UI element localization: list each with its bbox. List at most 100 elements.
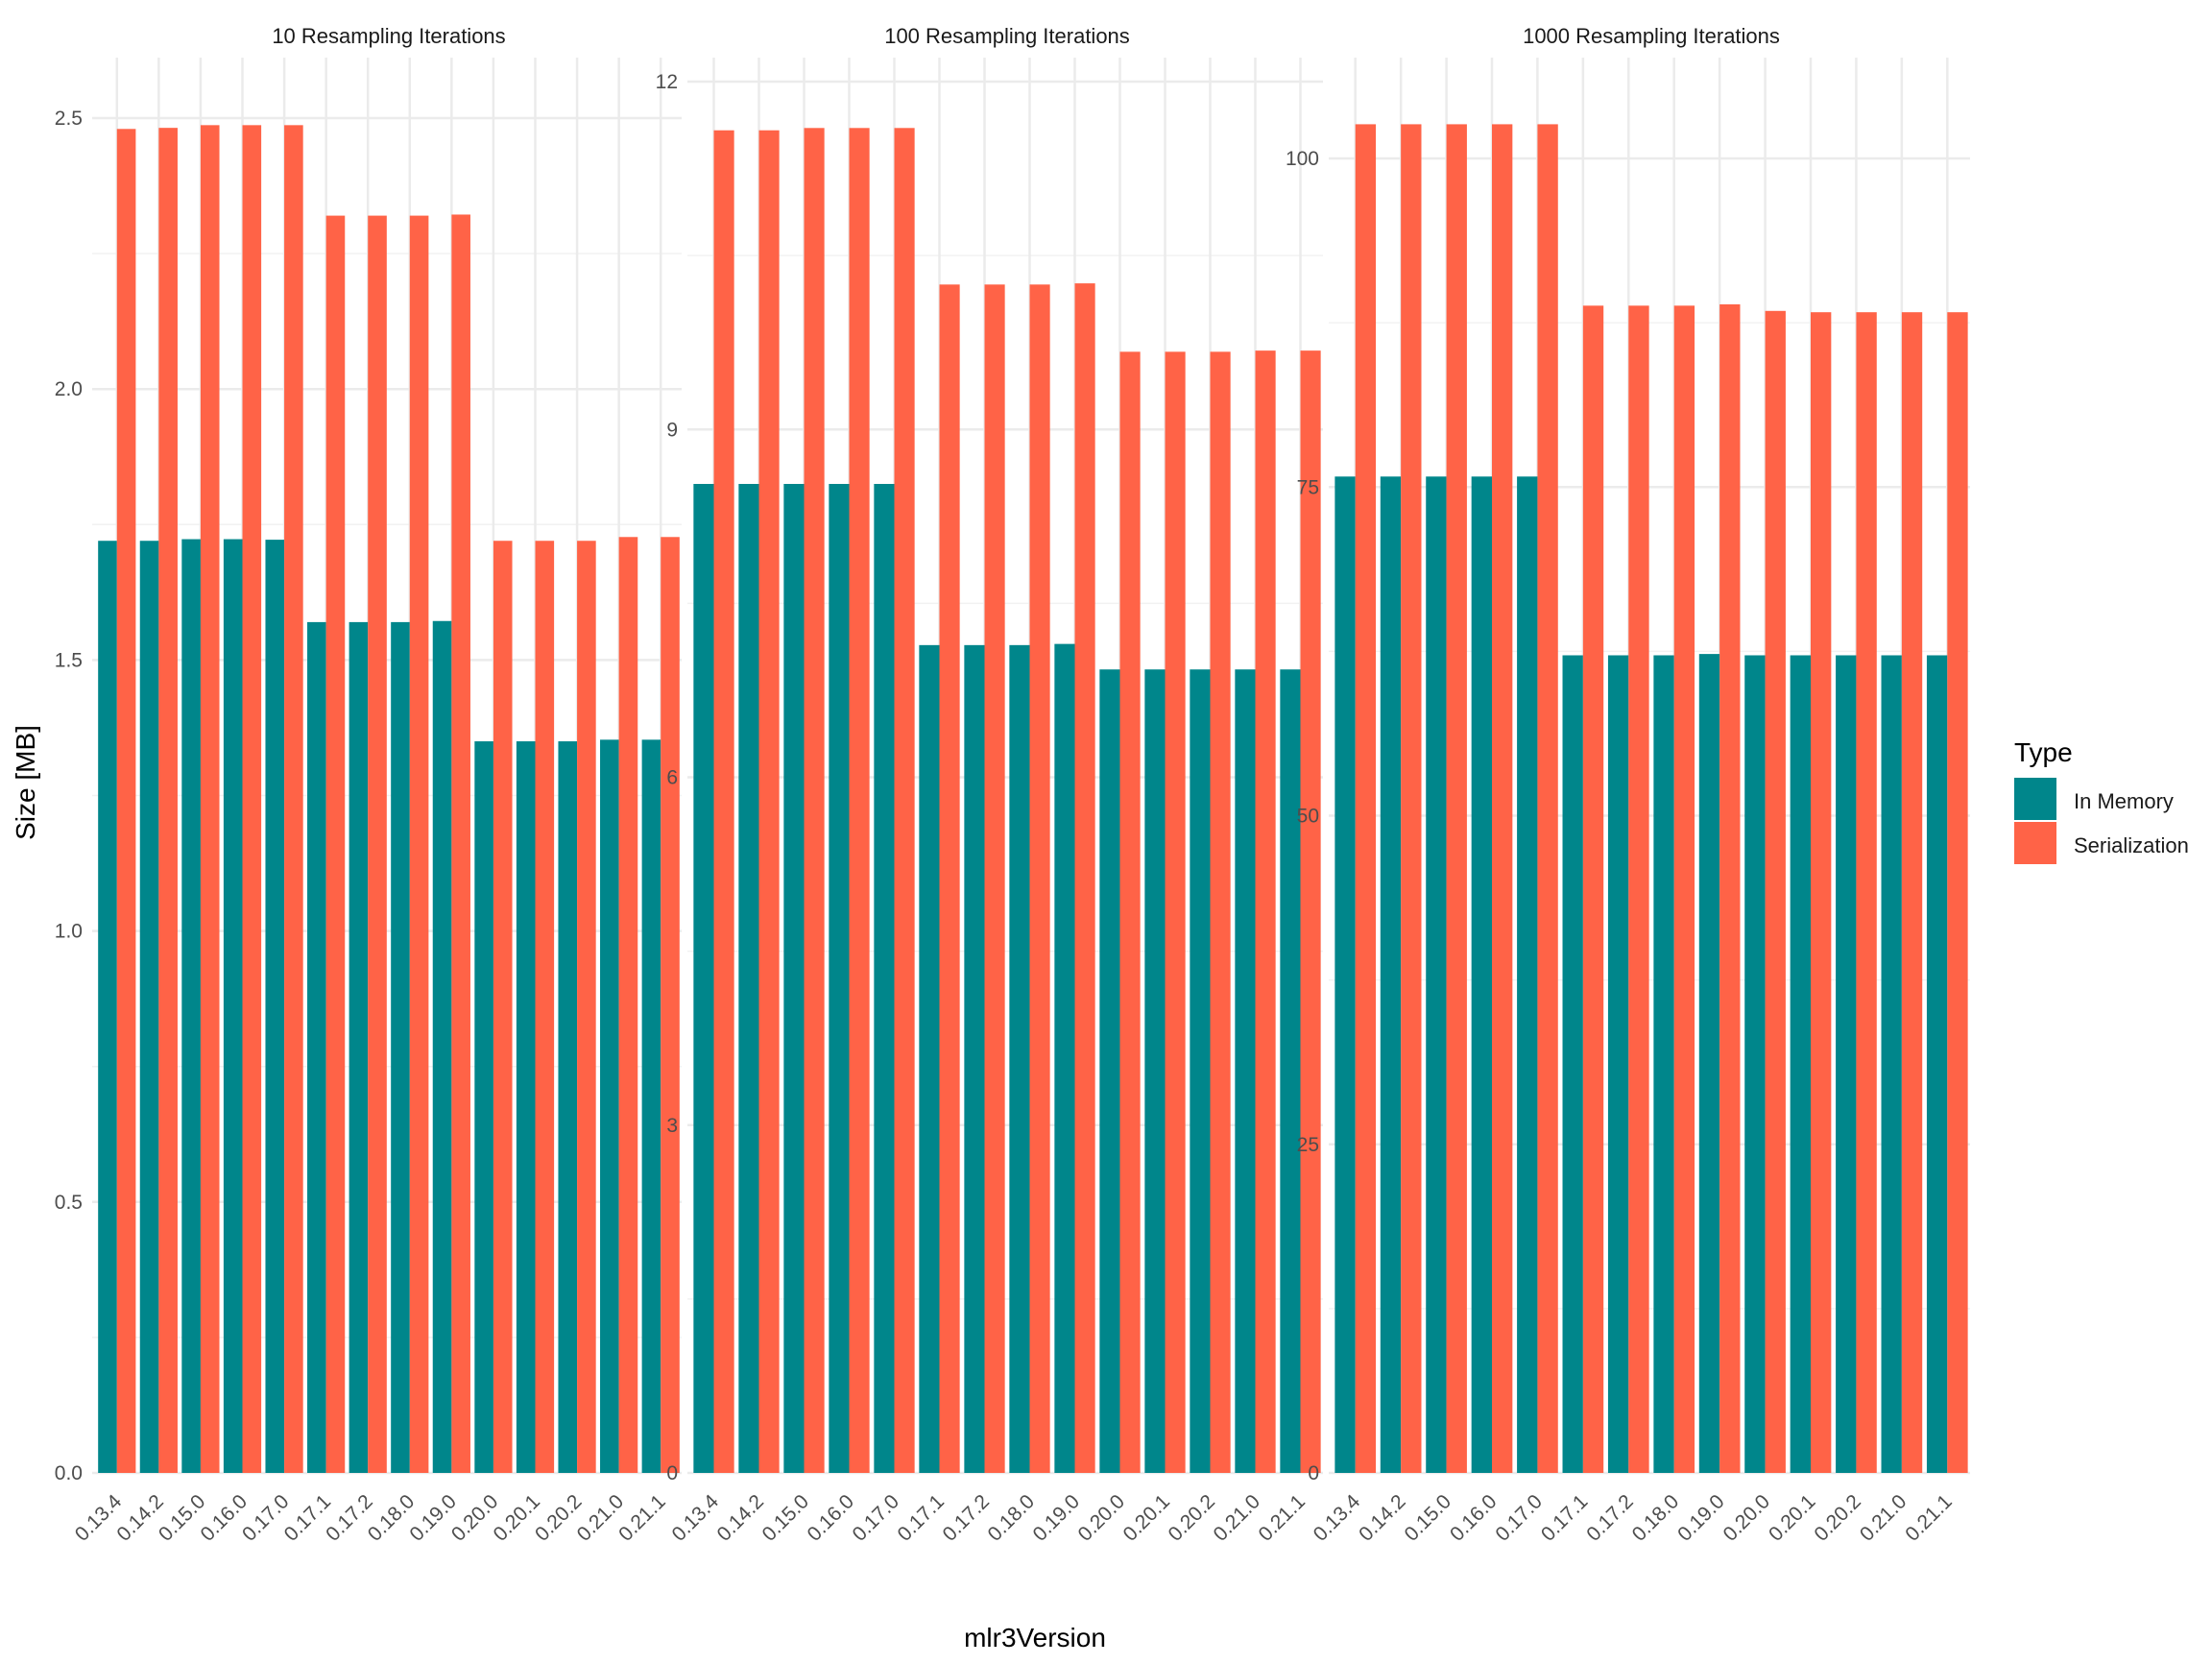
facets-layer: 10 Resampling Iterations 0.0 0.5 1.0 1.5 2.0 2… [55, 24, 1970, 1546]
bar-serialization [325, 215, 346, 1473]
bar-serialization [577, 541, 596, 1473]
bar-serialization [1673, 305, 1695, 1473]
bar-serialization [1210, 351, 1231, 1473]
bar-in-memory [1790, 655, 1811, 1473]
bar-in-memory [1926, 655, 1948, 1473]
bar-serialization [1074, 283, 1095, 1474]
facet-title: 100 Resampling Iterations [884, 24, 1130, 48]
y-axis-title: Size [MB] [11, 725, 40, 840]
y-tick-label: 0 [1308, 1462, 1319, 1484]
facet-title: 10 Resampling Iterations [272, 24, 505, 48]
bar-in-memory [349, 621, 369, 1473]
bar-in-memory [1054, 643, 1075, 1473]
x-axis-title: mlr3Version [964, 1623, 1106, 1652]
bar-in-memory [874, 484, 895, 1474]
bar-in-memory [641, 739, 661, 1473]
bar-serialization [200, 125, 220, 1474]
bar-in-memory [1426, 476, 1447, 1474]
bar-in-memory [1562, 655, 1583, 1473]
bar-serialization [1719, 303, 1741, 1474]
legend-key-in-memory [2014, 778, 2056, 820]
bar-in-memory [783, 484, 805, 1474]
bar-serialization [1492, 124, 1513, 1473]
facet-3: 1000 Resampling Iterations02550751000.13… [1286, 24, 1970, 1546]
y-tick-label: 2.5 [55, 108, 83, 130]
y-tick-label: 0.5 [55, 1192, 83, 1214]
bar-serialization [618, 537, 638, 1473]
bar-serialization [1119, 351, 1141, 1473]
legend-label-in-memory: In Memory [2074, 789, 2174, 813]
bar-serialization [535, 541, 555, 1473]
bar-serialization [1446, 124, 1467, 1473]
bar-serialization [158, 128, 178, 1474]
legend: Type In Memory Serialization [2014, 737, 2189, 864]
bar-serialization [984, 284, 1005, 1473]
legend-label-serialization: Serialization [2074, 833, 2189, 857]
bar-in-memory [391, 621, 410, 1473]
bar-serialization [1765, 310, 1786, 1474]
bar-serialization [1901, 312, 1923, 1474]
bar-in-memory [1471, 476, 1492, 1474]
facet-2: 100 Resampling Iterations0369120.13.40.1… [656, 24, 1323, 1546]
bar-serialization [849, 128, 870, 1473]
bar-in-memory [1881, 655, 1902, 1473]
bar-in-memory [1744, 655, 1766, 1473]
bar-serialization [409, 215, 429, 1473]
bar-in-memory [516, 741, 536, 1473]
bar-in-memory [223, 539, 243, 1473]
legend-title: Type [2014, 737, 2073, 767]
legend-key-serialization [2014, 822, 2056, 864]
bar-in-memory [964, 644, 985, 1473]
bar-in-memory [1099, 669, 1120, 1473]
y-tick-label: 9 [666, 419, 678, 441]
bar-serialization [1811, 312, 1832, 1474]
bar-in-memory [558, 741, 578, 1473]
bar-serialization [1537, 124, 1558, 1473]
y-tick-label: 50 [1297, 806, 1319, 828]
bar-in-memory [693, 484, 714, 1474]
bar-serialization [758, 130, 780, 1474]
y-tick-label: 3 [666, 1115, 678, 1137]
bar-in-memory [307, 621, 326, 1473]
bar-serialization [1300, 350, 1321, 1473]
bar-in-memory [919, 644, 940, 1473]
bar-in-memory [1280, 669, 1301, 1473]
bar-serialization [713, 130, 734, 1474]
bar-serialization [1401, 124, 1422, 1473]
bar-serialization [661, 537, 680, 1473]
bar-serialization [1165, 351, 1186, 1473]
bar-in-memory [738, 484, 759, 1474]
bar-in-memory [600, 739, 619, 1473]
y-tick-label: 75 [1297, 476, 1319, 498]
bar-in-memory [474, 741, 493, 1473]
y-tick-label: 1.0 [55, 921, 83, 943]
bar-serialization [493, 541, 513, 1473]
bar-in-memory [1009, 644, 1030, 1473]
bar-in-memory [1380, 476, 1402, 1474]
bar-serialization [939, 284, 960, 1473]
y-tick-label: 25 [1297, 1134, 1319, 1156]
bar-in-memory [1836, 655, 1857, 1473]
y-tick-label: 1.5 [55, 649, 83, 671]
bar-in-memory [432, 620, 452, 1473]
bar-in-memory [1144, 669, 1166, 1473]
bar-serialization [804, 128, 825, 1473]
bar-serialization [1355, 124, 1377, 1473]
bar-in-memory [1698, 654, 1720, 1473]
bar-serialization [116, 129, 136, 1474]
y-tick-label: 0 [666, 1462, 678, 1484]
bar-serialization [1856, 312, 1877, 1474]
bar-in-memory [1517, 476, 1538, 1474]
bar-serialization [894, 128, 915, 1473]
bar-in-memory [1235, 669, 1256, 1473]
y-tick-label: 2.0 [55, 378, 83, 400]
bar-in-memory [829, 484, 850, 1474]
bar-serialization [451, 214, 470, 1474]
bar-in-memory [98, 541, 117, 1473]
y-tick-label: 100 [1286, 148, 1319, 170]
facet-title: 1000 Resampling Iterations [1523, 24, 1780, 48]
bar-in-memory [139, 541, 159, 1473]
bar-in-memory [1190, 669, 1211, 1473]
bar-serialization [368, 215, 387, 1473]
